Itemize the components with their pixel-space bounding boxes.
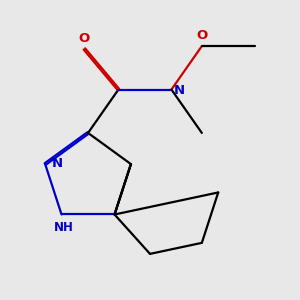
Text: O: O — [196, 29, 208, 42]
Text: O: O — [79, 32, 90, 45]
Text: NH: NH — [54, 221, 74, 234]
Text: N: N — [52, 157, 63, 169]
Text: N: N — [174, 84, 185, 97]
